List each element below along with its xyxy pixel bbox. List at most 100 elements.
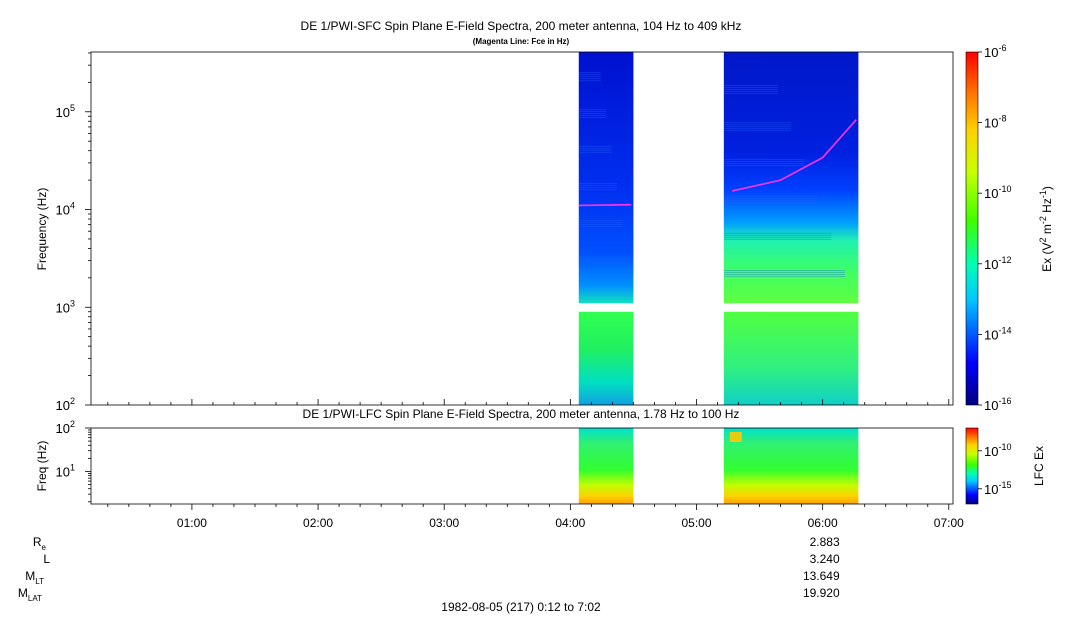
sfc-y-tick-label: 104 [56,201,75,218]
sfc-texture-streak [723,239,832,240]
lfc-frame [90,427,954,505]
sfc-frame [90,51,954,406]
sfc-texture-streak [578,263,628,264]
sfc-texture-streak [578,224,623,225]
sfc-texture-streak [578,261,628,262]
sfc-colorbar [965,51,979,406]
sfc-texture-streak [723,89,778,90]
time-range-footer: 1982-08-05 (217) 0:12 to 7:02 [441,600,601,614]
time-tick-label: 04:00 [555,516,585,530]
sfc-texture-streak [723,87,778,88]
sfc-texture-streak [723,122,792,123]
sfc-texture-streak [578,222,623,223]
time-tick-label: 01:00 [177,516,207,530]
sfc-texture-streak [578,183,618,184]
sfc-y-tick-label: 102 [56,396,75,413]
sfc-cbar-tick-label: 10-8 [984,114,1006,131]
sfc-texture-streak [723,85,778,86]
time-tick-label: 07:00 [934,516,964,530]
ephemeris-label: L [43,552,50,566]
sfc-colorbar-label: Ex (V2 m-2 Hz-1) [1038,186,1054,272]
lfc-y-tick-label: 101 [56,462,75,479]
sfc-cbar-tick-label: 10-16 [984,396,1011,413]
sfc-texture-streak [723,274,845,275]
sfc-band-lower-2 [723,311,859,405]
ephemeris-table: Re 2.883 L 3.240 MLT 13.649 MLAT 19.920 [18,535,840,603]
ephemeris-value: 3.240 [810,552,840,566]
ephemeris-label: MLT [25,569,44,586]
sfc-y-axis-label: Frequency (Hz) [35,188,49,271]
lfc-band-2 [723,428,859,504]
sfc-texture-streak [578,220,623,221]
sfc-texture-streak [723,126,792,127]
sfc-texture-streak [723,130,792,131]
lfc-colorbar [965,427,979,505]
sfc-texture-streak [723,233,832,234]
fce-magenta-line [578,119,857,207]
sfc-texture-streak [578,74,601,75]
lfc-y-tick-label: 102 [56,419,75,436]
sfc-texture-streak [723,159,805,160]
sfc-texture-streak [723,272,845,273]
sfc-cbar-tick-label: 10-10 [984,184,1011,201]
time-tick-label: 02:00 [303,516,333,530]
sfc-texture-streak [723,163,805,164]
sfc-texture-streak [578,189,618,190]
ephemeris-label: MLAT [18,586,42,603]
sfc-texture-streak [578,76,601,77]
time-tick-label: 05:00 [681,516,711,530]
sfc-y-tick-label: 103 [56,298,75,315]
sfc-y-axis: 102 103 104 105 [56,52,91,413]
sfc-texture-streak [578,259,628,260]
lfc-hotspot [729,432,742,442]
time-axis: 01:00 02:00 03:00 04:00 05:00 06:00 07:00 [107,399,964,530]
sfc-texture-streak [723,165,805,166]
sfc-texture-streak [578,111,607,112]
plot-frames [90,51,954,505]
sfc-texture-streak [578,148,612,149]
sfc-band-upper-2 [723,52,859,304]
sfc-texture-streak [723,237,832,238]
sfc-subtitle: (Magenta Line: Fce in Hz) [473,37,570,46]
sfc-spectrogram-data [578,52,859,405]
sfc-y-tick-label: 105 [56,103,75,120]
sfc-texture-streak [578,187,618,188]
sfc-texture-streak [723,235,832,236]
sfc-texture-streak [723,196,819,197]
sfc-texture-streak [578,117,607,118]
sfc-texture-streak [578,109,607,110]
sfc-texture-streak [578,146,612,147]
sfc-title: DE 1/PWI-SFC Spin Plane E-Field Spectra,… [301,19,742,33]
sfc-texture-streak [723,276,845,277]
sfc-texture-streak [723,161,805,162]
sfc-texture-streak [578,113,607,114]
lfc-band-1 [578,428,634,504]
sfc-texture-streak [578,80,601,81]
lfc-spectrogram-data [578,428,859,504]
sfc-band-upper-1 [578,52,634,304]
sfc-texture-streak [723,128,792,129]
sfc-texture-streak [578,150,612,151]
ephemeris-value: 13.649 [803,569,840,583]
lfc-cbar-tick-label: 10-15 [984,480,1011,497]
sfc-band-lower-1 [578,311,634,405]
sfc-texture-streak [723,200,819,201]
sfc-texture-streak [578,257,628,258]
sfc-texture-streak [578,78,601,79]
ephemeris-value: 19.920 [803,586,840,600]
sfc-texture-streak [723,93,778,94]
sfc-texture-streak [723,124,792,125]
ephemeris-label: Re [33,535,47,552]
sfc-texture-streak [578,185,618,186]
sfc-texture-streak [723,270,845,271]
sfc-cbar-tick-label: 10-6 [984,43,1006,60]
sfc-texture-streak [578,115,607,116]
time-tick-label: 06:00 [808,516,838,530]
lfc-cbar-tick-label: 10-10 [984,442,1011,459]
sfc-texture-streak [723,202,819,203]
sfc-cbar-tick-label: 10-14 [984,325,1011,342]
sfc-texture-streak [578,152,612,153]
lfc-title: DE 1/PWI-LFC Spin Plane E-Field Spectra,… [303,407,740,421]
lfc-colorbar-ticks: 10-10 10-15 [978,442,1011,497]
